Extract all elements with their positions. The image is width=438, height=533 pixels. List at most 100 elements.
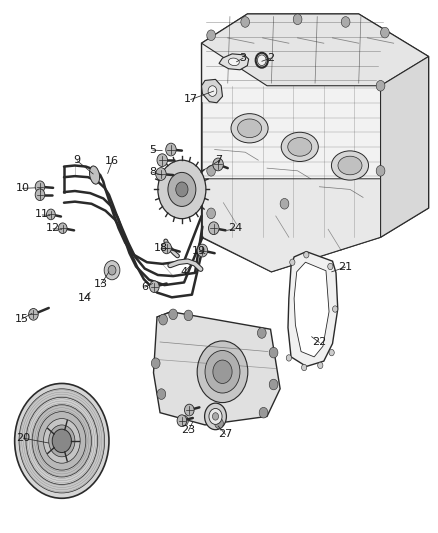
Circle shape	[205, 403, 226, 430]
Circle shape	[209, 408, 222, 424]
Text: 3: 3	[240, 53, 247, 62]
Circle shape	[318, 362, 323, 368]
Text: 11: 11	[35, 209, 49, 220]
Circle shape	[158, 160, 206, 219]
Circle shape	[341, 17, 350, 27]
Circle shape	[213, 360, 232, 383]
Circle shape	[259, 407, 268, 418]
Circle shape	[207, 80, 215, 91]
Circle shape	[213, 158, 223, 171]
Circle shape	[184, 404, 194, 416]
Ellipse shape	[89, 166, 99, 184]
Polygon shape	[201, 79, 223, 103]
Polygon shape	[202, 179, 381, 272]
Text: 5: 5	[149, 144, 156, 155]
Circle shape	[304, 252, 309, 258]
Circle shape	[35, 181, 45, 192]
Circle shape	[58, 223, 67, 233]
Circle shape	[168, 172, 196, 206]
Ellipse shape	[338, 156, 362, 175]
Circle shape	[269, 379, 278, 390]
Polygon shape	[153, 312, 280, 425]
Text: 15: 15	[14, 313, 28, 324]
Text: 14: 14	[78, 293, 92, 303]
Circle shape	[177, 415, 187, 426]
Circle shape	[301, 365, 307, 370]
Circle shape	[19, 389, 105, 493]
Text: 10: 10	[15, 183, 29, 193]
Circle shape	[376, 165, 385, 176]
Text: 21: 21	[339, 262, 353, 271]
Circle shape	[212, 413, 219, 420]
Polygon shape	[201, 14, 428, 86]
Circle shape	[46, 209, 55, 220]
Polygon shape	[294, 262, 329, 357]
Ellipse shape	[281, 132, 318, 161]
Polygon shape	[288, 252, 338, 367]
Circle shape	[207, 30, 215, 41]
Text: 6: 6	[141, 282, 148, 292]
Circle shape	[290, 259, 295, 265]
Ellipse shape	[228, 58, 239, 66]
Text: 12: 12	[46, 223, 60, 233]
Polygon shape	[201, 14, 428, 272]
Text: 7: 7	[215, 155, 223, 165]
Circle shape	[207, 208, 215, 219]
Text: 13: 13	[94, 279, 108, 288]
Text: 9: 9	[74, 155, 81, 165]
Text: 2: 2	[267, 53, 274, 62]
Circle shape	[197, 244, 208, 257]
Circle shape	[28, 309, 38, 320]
Circle shape	[280, 198, 289, 209]
Circle shape	[286, 355, 291, 361]
Text: 18: 18	[154, 243, 169, 253]
Text: 22: 22	[312, 337, 327, 347]
Circle shape	[32, 405, 92, 477]
Circle shape	[104, 261, 120, 280]
Circle shape	[208, 222, 219, 235]
Circle shape	[157, 389, 166, 399]
Text: 16: 16	[105, 156, 119, 166]
Circle shape	[329, 350, 334, 356]
Circle shape	[197, 341, 248, 402]
Circle shape	[184, 310, 193, 321]
Circle shape	[381, 27, 389, 38]
Circle shape	[215, 418, 223, 429]
Text: 20: 20	[16, 433, 31, 443]
Circle shape	[176, 182, 188, 197]
Text: 23: 23	[181, 425, 195, 435]
Text: 19: 19	[192, 246, 206, 255]
Circle shape	[49, 425, 75, 457]
Circle shape	[241, 17, 250, 27]
Circle shape	[258, 328, 266, 338]
Text: 24: 24	[229, 223, 243, 233]
Text: 4: 4	[180, 267, 187, 277]
Circle shape	[151, 358, 160, 368]
Circle shape	[376, 80, 385, 91]
Polygon shape	[219, 54, 249, 70]
Circle shape	[180, 415, 188, 426]
Circle shape	[52, 429, 71, 453]
Circle shape	[207, 165, 215, 176]
Polygon shape	[381, 56, 428, 237]
Circle shape	[26, 397, 98, 484]
Ellipse shape	[332, 151, 368, 180]
Circle shape	[293, 14, 302, 25]
Circle shape	[159, 314, 167, 325]
Circle shape	[269, 348, 278, 358]
Ellipse shape	[237, 119, 261, 138]
Circle shape	[332, 306, 338, 312]
Circle shape	[14, 383, 109, 498]
Text: 8: 8	[149, 167, 156, 177]
Circle shape	[43, 418, 80, 463]
Circle shape	[169, 309, 177, 320]
Circle shape	[157, 154, 167, 166]
Circle shape	[205, 351, 240, 393]
Text: 17: 17	[184, 94, 198, 104]
Circle shape	[150, 281, 159, 293]
Circle shape	[166, 143, 176, 156]
Circle shape	[162, 242, 171, 254]
Ellipse shape	[288, 138, 312, 156]
Circle shape	[155, 167, 166, 180]
Circle shape	[258, 55, 266, 66]
